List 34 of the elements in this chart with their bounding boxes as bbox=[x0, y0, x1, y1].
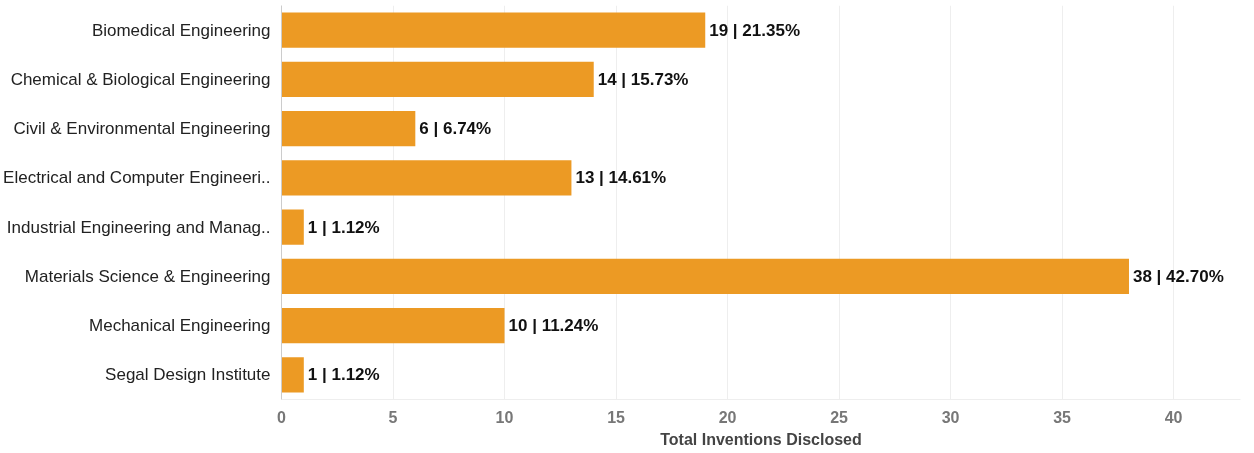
x-tick-label: 0 bbox=[277, 408, 287, 426]
bar bbox=[281, 357, 304, 393]
y-tick-label: Biomedical Engineering bbox=[91, 20, 271, 40]
x-tick-label: 10 bbox=[495, 408, 514, 426]
data-label: 19 | 21.35% bbox=[709, 20, 801, 40]
y-tick-label: Chemical & Biological Engineering bbox=[10, 69, 271, 89]
bar bbox=[281, 12, 706, 48]
y-tick-label: Mechanical Engineering bbox=[89, 316, 271, 336]
bar bbox=[281, 61, 594, 98]
y-tick-label: Segal Design Institute bbox=[105, 365, 271, 385]
x-tick-label: 5 bbox=[388, 408, 398, 426]
y-tick-label: Materials Science & Engineering bbox=[24, 266, 271, 286]
data-label: 6 | 6.74% bbox=[419, 119, 492, 139]
x-tick-label: 20 bbox=[718, 408, 737, 426]
x-axis-title: Total Inventions Disclosed bbox=[660, 430, 862, 448]
bar bbox=[281, 307, 505, 344]
bar bbox=[281, 209, 304, 245]
y-tick-label: Electrical and Computer Engineeri.. bbox=[3, 168, 271, 188]
x-tick-label: 15 bbox=[607, 408, 626, 426]
y-tick-label: Industrial Engineering and Manag.. bbox=[6, 217, 271, 237]
bar bbox=[281, 110, 416, 147]
bar bbox=[281, 258, 1129, 295]
data-label: 13 | 14.61% bbox=[575, 168, 667, 188]
data-label: 1 | 1.12% bbox=[307, 217, 380, 237]
x-tick-label: 40 bbox=[1164, 408, 1183, 426]
x-tick-label: 30 bbox=[941, 408, 960, 426]
x-tick-label: 35 bbox=[1053, 408, 1072, 426]
x-tick-label: 25 bbox=[830, 408, 849, 426]
data-label: 10 | 11.24% bbox=[508, 316, 599, 336]
data-label: 1 | 1.12% bbox=[307, 365, 380, 385]
data-label: 38 | 42.70% bbox=[1132, 266, 1224, 286]
data-label: 14 | 15.73% bbox=[597, 69, 689, 89]
bar bbox=[281, 160, 572, 196]
y-tick-label: Civil & Environmental Engineering bbox=[13, 119, 271, 139]
